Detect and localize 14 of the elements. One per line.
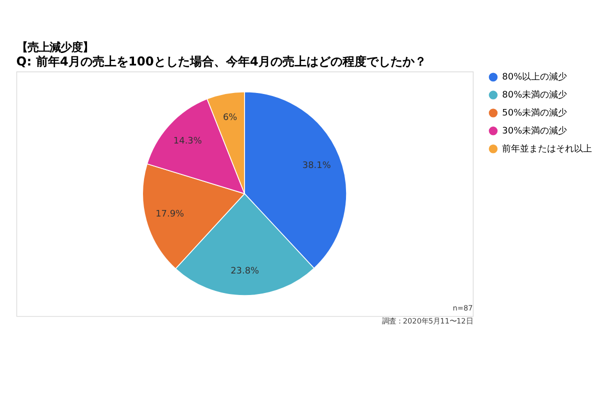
text: n=87 [452, 303, 474, 312]
data-label: 6% [222, 113, 238, 124]
legend-label: 30%未満の減少 [502, 125, 568, 136]
chart-title: 【売上減少度】 [16, 40, 94, 54]
legend-label: 前年並またはそれ以上 [502, 143, 592, 154]
legend-label: 80%未満の減少 [502, 89, 568, 100]
data-label: 14.3% [173, 136, 202, 147]
legend-label: 80%以上の減少 [502, 72, 568, 83]
data-label: 38.1% [302, 160, 332, 171]
data-label: 17.9% [156, 209, 185, 220]
text: 調査：2020年5月11〜12日 [382, 316, 473, 326]
chart-subtitle: Q: 前年4月の売上を100とした場合、今年4月の売上はどの程度でしたか？ [16, 54, 426, 69]
legend-label: 50%未満の減少 [502, 107, 568, 118]
data-label: 23.8% [230, 266, 260, 277]
